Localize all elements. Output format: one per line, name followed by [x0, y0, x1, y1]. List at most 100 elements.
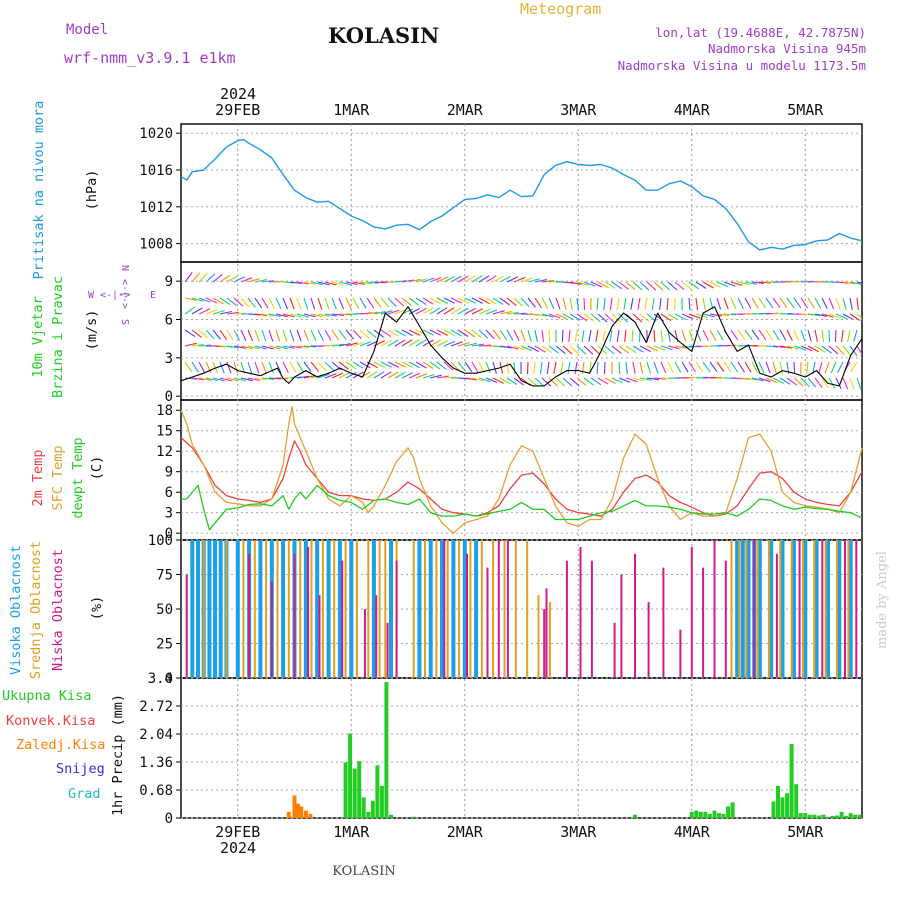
wind-barb	[548, 280, 562, 283]
wind-barb	[380, 297, 390, 308]
wind-barb	[394, 280, 407, 283]
wind-barb	[506, 311, 519, 315]
wind-barb	[709, 313, 722, 317]
wind-barb	[849, 377, 855, 390]
precip-bar	[707, 813, 712, 818]
wind-barb	[366, 297, 375, 309]
cloud-bar	[276, 540, 279, 678]
wind-barb	[818, 361, 823, 374]
top-year-label: 2024	[220, 85, 256, 103]
wind-barb	[506, 345, 519, 350]
y-tick-label: 3.4	[148, 671, 173, 687]
y-tick-label: 2.04	[139, 727, 173, 743]
wind-barb	[814, 313, 827, 317]
wind-barb	[688, 297, 691, 311]
cloud-bar	[713, 540, 716, 678]
cloud-bar	[315, 540, 320, 678]
wind-barb	[506, 297, 517, 307]
bottom-year-label: 2024	[220, 839, 256, 857]
wind-barb	[772, 377, 784, 384]
wind-barb	[716, 313, 729, 317]
wind-barb	[352, 329, 362, 340]
wind-barb	[709, 329, 717, 341]
wind-barb	[464, 342, 477, 347]
cloud-bar	[756, 540, 759, 678]
wind-barb	[296, 313, 309, 318]
cloud-bar	[514, 540, 517, 678]
wind-barb	[394, 361, 407, 368]
wind-barb	[226, 345, 239, 349]
wind-barb	[681, 329, 687, 342]
wind-barb	[471, 329, 482, 339]
wind-barb	[637, 297, 641, 310]
wind-barb	[758, 361, 765, 374]
wind-barb	[296, 345, 309, 349]
wind-barb	[506, 329, 514, 341]
wind-barb	[331, 297, 337, 310]
wind-barb	[338, 342, 351, 347]
temp-ylabel2: SFC Temp	[50, 445, 66, 510]
pressure-ylabel: Pritisak na nivou mora	[31, 101, 47, 280]
wind-barb	[247, 345, 260, 350]
wind-barb	[807, 313, 820, 317]
cloud-bar	[746, 540, 751, 678]
cloud-bar	[367, 540, 370, 678]
precip-bar	[299, 806, 304, 818]
wind-barb	[821, 297, 828, 310]
footer-station: KOLASIN	[332, 864, 395, 879]
wind-barb	[702, 329, 709, 341]
cloud-bar	[440, 540, 444, 678]
wind-barb	[450, 361, 460, 372]
wind-barb	[611, 313, 622, 323]
y-tick-label: 1.36	[139, 755, 173, 771]
y-tick-label: 75	[156, 568, 173, 584]
wind-barb	[569, 377, 580, 387]
cloud-bar	[548, 602, 551, 678]
wind-barb	[744, 329, 753, 341]
wind-barb	[842, 313, 854, 321]
cloud-bar	[363, 609, 366, 678]
cloud-bar	[791, 540, 796, 678]
cloud-bar	[735, 540, 740, 678]
wind-barb	[485, 329, 495, 340]
cloud-bar	[620, 574, 623, 678]
wind-barb	[772, 361, 777, 374]
wind-barb	[835, 345, 845, 355]
wind-barb	[534, 329, 538, 342]
wind-barb	[534, 345, 546, 353]
wind-barb	[499, 377, 511, 385]
wind-barb	[688, 329, 694, 342]
cloud-bar	[248, 553, 251, 678]
wind-barb	[226, 377, 239, 382]
cloud-bar	[242, 540, 245, 678]
wind-barb	[583, 377, 594, 386]
precip-bar	[812, 814, 817, 818]
precip-legend-snow: Snijeg	[56, 761, 105, 777]
wind-barb	[603, 361, 606, 375]
wind-barb	[772, 345, 785, 349]
cloud-bar	[190, 540, 195, 678]
wind-barb	[716, 281, 729, 288]
wind-barb	[828, 297, 835, 310]
wind-barb	[219, 361, 225, 374]
wind-barb	[541, 345, 553, 354]
wind-barb	[616, 329, 620, 342]
wind-barb	[191, 272, 201, 283]
precip-bar	[633, 814, 637, 818]
wind-barb	[457, 361, 467, 372]
y-tick-label: 3	[165, 506, 173, 522]
wind-barb	[842, 345, 852, 356]
y-tick-label: 12	[156, 444, 173, 460]
wind-barb	[666, 297, 669, 311]
wind-barb	[695, 361, 704, 373]
wind-barb	[548, 345, 559, 354]
precip-bar	[807, 814, 812, 818]
wind-barb	[184, 342, 197, 347]
y-tick-label: 6	[165, 313, 173, 329]
wind-barb	[408, 329, 421, 336]
wind-barb	[499, 297, 511, 306]
wind-barb	[853, 329, 858, 342]
cloud-bar	[341, 560, 344, 678]
wind-barb	[548, 297, 555, 310]
wind-barb	[289, 281, 302, 285]
